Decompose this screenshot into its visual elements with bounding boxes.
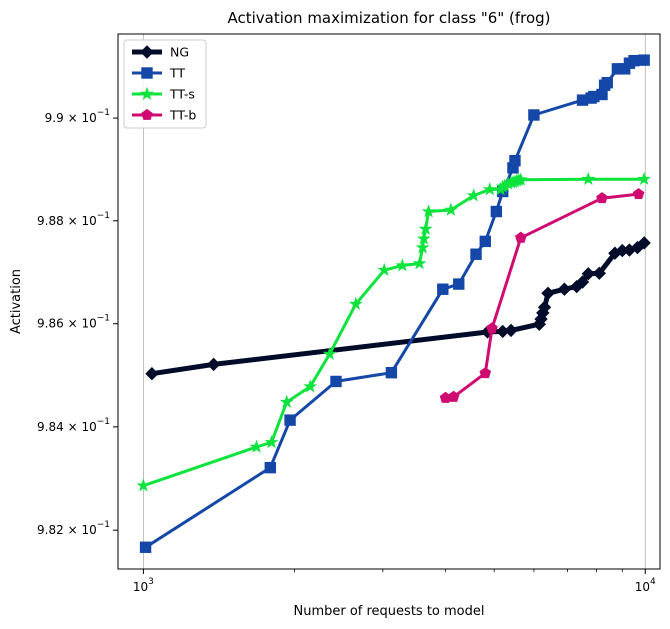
data-point: [509, 154, 521, 167]
data-point: [557, 282, 572, 296]
y-tick-label: 9.82 × 10−1: [37, 520, 110, 537]
legend-label: TT-b: [169, 108, 196, 123]
series-line: [151, 240, 646, 377]
data-point: [136, 478, 151, 492]
data-point: [377, 262, 392, 277]
data-point: [513, 172, 528, 186]
legend-label: NG: [170, 45, 189, 60]
data-point: [541, 286, 555, 301]
x-axis-label: Number of requests to model: [293, 604, 484, 619]
data-point: [628, 54, 640, 67]
series-tt: [139, 54, 650, 553]
data-point: [415, 240, 430, 254]
data-point: [592, 266, 607, 280]
series-tt-s: [136, 171, 652, 492]
y-tick-label: 9.84 × 10−1: [37, 417, 110, 434]
data-point: [206, 357, 221, 372]
data-point: [385, 366, 398, 379]
x-tick-label: 104: [635, 577, 656, 594]
legend-marker: [140, 45, 154, 59]
data-point: [581, 171, 596, 186]
data-point: [632, 187, 645, 199]
data-point: [596, 192, 608, 204]
data-point: [528, 109, 540, 121]
data-point: [470, 248, 482, 260]
data-point: [421, 204, 436, 218]
series-line: [445, 192, 639, 400]
plot-area: [136, 54, 652, 553]
data-point: [416, 231, 431, 245]
x-axis: 103 104: [133, 569, 656, 594]
series-tt-b: [439, 187, 645, 403]
data-point: [264, 435, 279, 449]
legend-box: [123, 39, 207, 129]
series-line: [142, 177, 645, 488]
data-point: [418, 221, 433, 235]
data-point: [466, 188, 481, 202]
data-point: [284, 414, 296, 426]
data-point: [575, 275, 590, 289]
data-point: [482, 182, 497, 196]
data-point: [447, 390, 460, 402]
data-point: [145, 366, 159, 381]
data-point: [322, 346, 337, 361]
chart-title: Activation maximization for class "6" (f…: [227, 9, 550, 27]
data-point: [637, 171, 652, 186]
data-point: [637, 236, 651, 250]
data-point: [581, 267, 596, 281]
data-point: [303, 379, 318, 393]
data-point: [490, 205, 503, 218]
data-point: [249, 439, 264, 453]
grid: [142, 34, 646, 569]
data-point: [264, 461, 276, 474]
data-point: [537, 300, 552, 314]
data-point: [437, 283, 449, 295]
series-ng: [145, 236, 651, 381]
y-axis: 9.82 × 10−1 9.84 × 10−1 9.86 × 10−1 9.88 × …: [37, 108, 118, 537]
legend-entry: TT-b: [132, 108, 196, 123]
legend: NG TT TT-s TT-b: [123, 39, 207, 129]
data-point: [453, 278, 465, 290]
data-point: [279, 394, 294, 408]
legend-entry: NG: [132, 45, 189, 60]
legend-label: TT: [169, 66, 185, 81]
y-tick-label: 9.88 × 10−1: [37, 211, 110, 228]
data-point: [638, 54, 650, 66]
data-point: [479, 235, 491, 248]
data-point: [139, 541, 152, 553]
data-point: [395, 258, 410, 272]
legend-label: TT-s: [169, 87, 195, 102]
series-line: [144, 58, 645, 549]
legend-marker: [141, 67, 153, 79]
data-point: [348, 296, 363, 311]
data-point: [412, 256, 427, 270]
legend-entry: TT: [132, 66, 185, 81]
data-point: [486, 322, 498, 334]
axes-frame: [117, 33, 661, 570]
legend-marker: [140, 86, 154, 100]
y-tick-label: 9.9 × 10−1: [45, 108, 110, 125]
data-point: [444, 202, 458, 216]
x-tick-label: 103: [133, 577, 154, 594]
y-tick-label: 9.86 × 10−1: [37, 314, 110, 331]
data-point: [601, 76, 613, 89]
data-point: [504, 323, 518, 338]
legend-marker: [141, 108, 153, 120]
legend-entry: TT-s: [132, 87, 195, 102]
y-axis-label: Activation: [9, 269, 24, 334]
data-point: [515, 231, 527, 243]
data-point: [330, 375, 342, 388]
data-point: [479, 367, 492, 379]
